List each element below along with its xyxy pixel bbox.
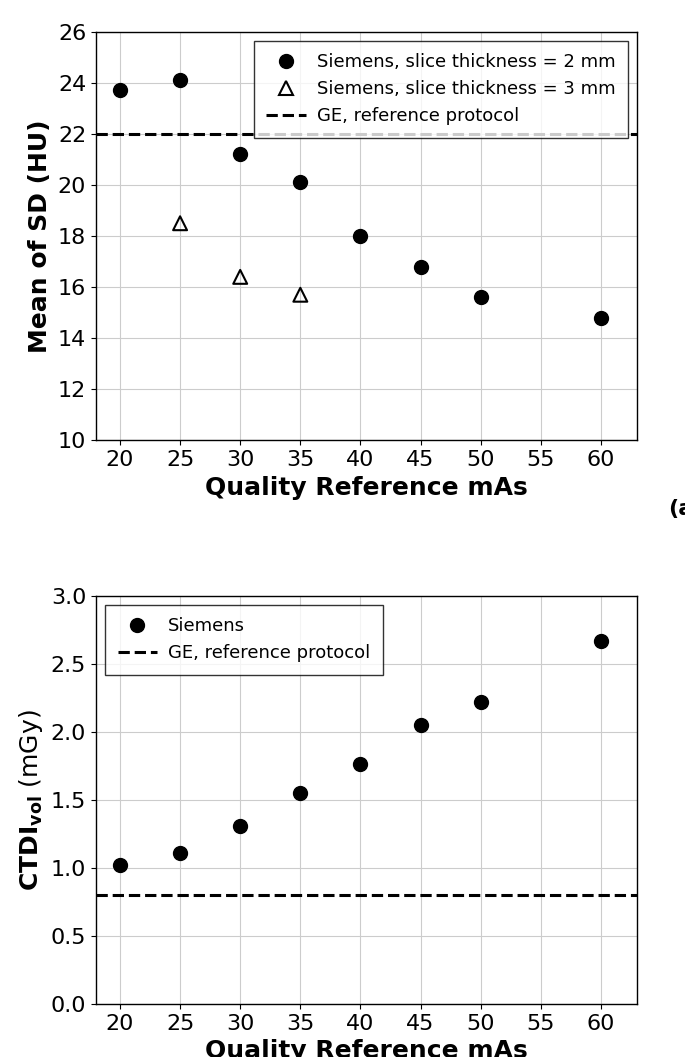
Point bbox=[114, 82, 125, 99]
Y-axis label: $\mathbf{CTDI_{vol}}$ (mGy): $\mathbf{CTDI_{vol}}$ (mGy) bbox=[17, 709, 45, 891]
Point bbox=[114, 857, 125, 874]
Point bbox=[355, 756, 366, 773]
Legend: Siemens, slice thickness = 2 mm, Siemens, slice thickness = 3 mm, GE, reference : Siemens, slice thickness = 2 mm, Siemens… bbox=[253, 41, 628, 138]
Point bbox=[235, 817, 246, 834]
Point bbox=[175, 72, 186, 89]
Point bbox=[295, 174, 306, 191]
Point bbox=[295, 784, 306, 801]
Point bbox=[415, 717, 426, 734]
Legend: Siemens, GE, reference protocol: Siemens, GE, reference protocol bbox=[105, 605, 383, 675]
Point bbox=[595, 310, 606, 327]
X-axis label: Quality Reference mAs: Quality Reference mAs bbox=[205, 1039, 528, 1057]
Point bbox=[355, 227, 366, 244]
Text: (a): (a) bbox=[669, 499, 685, 519]
Point bbox=[475, 693, 486, 710]
Point bbox=[235, 146, 246, 163]
Point bbox=[415, 258, 426, 275]
X-axis label: Quality Reference mAs: Quality Reference mAs bbox=[205, 476, 528, 500]
Point bbox=[475, 289, 486, 305]
Point bbox=[175, 845, 186, 861]
Y-axis label: Mean of SD (HU): Mean of SD (HU) bbox=[28, 119, 52, 353]
Point bbox=[235, 268, 246, 285]
Point bbox=[175, 215, 186, 231]
Point bbox=[295, 286, 306, 303]
Point bbox=[595, 632, 606, 649]
